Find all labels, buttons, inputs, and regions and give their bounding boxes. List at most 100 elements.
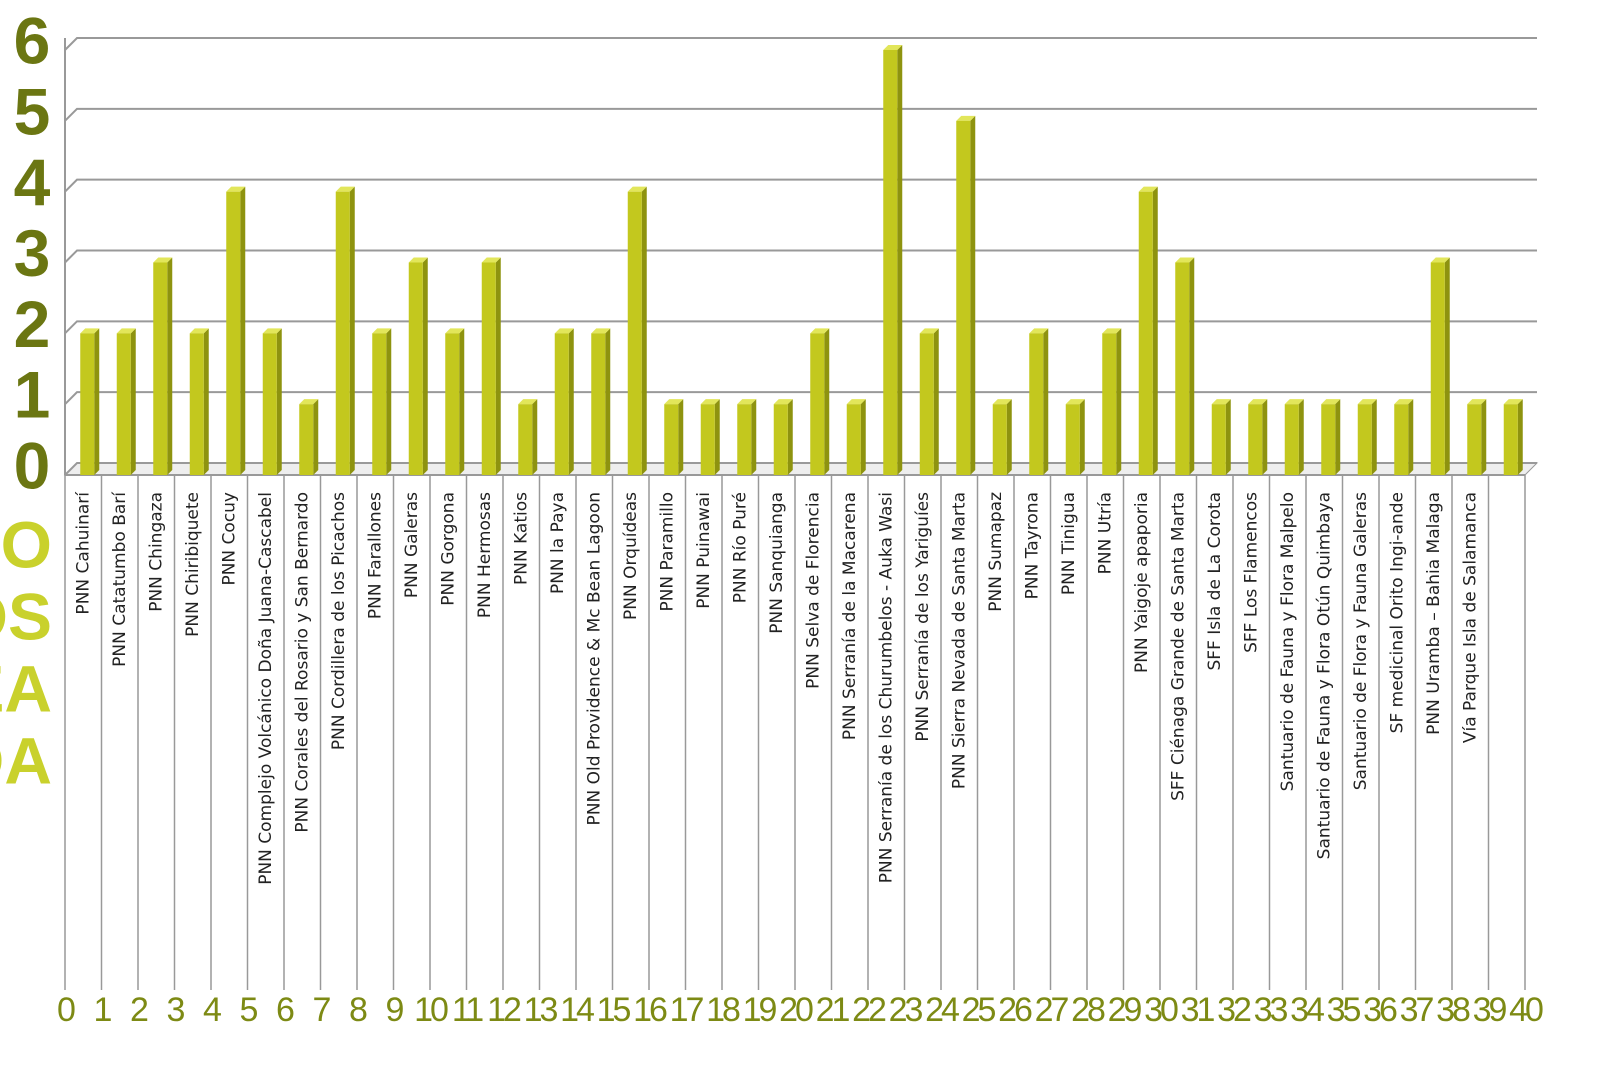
x-category-label: PNN Utría — [1095, 492, 1115, 574]
bar-side — [1481, 399, 1487, 475]
x-tick-label: 17 — [670, 991, 704, 1029]
x-tick-label: 23 — [889, 991, 923, 1029]
bar — [627, 191, 642, 475]
x-category-label: PNN Sierra Nevada de Santa Marta — [949, 492, 969, 789]
bar-top — [554, 328, 574, 334]
bar-side — [1006, 399, 1012, 475]
bar-side — [1408, 399, 1414, 475]
bar-top — [1503, 399, 1523, 405]
bar-side — [94, 328, 100, 475]
grid-line — [64, 37, 1537, 51]
bar-side — [824, 328, 830, 475]
bar — [226, 191, 241, 475]
x-category-label: PNN Galeras — [402, 492, 422, 598]
bar-top — [116, 328, 136, 334]
bar-top — [1102, 328, 1122, 334]
bar-side — [787, 399, 793, 475]
x-category-label: PNN Complejo Volcánico Doña Juana-Cascab… — [256, 492, 276, 885]
bar-top — [956, 115, 976, 121]
bar-top — [335, 186, 355, 192]
x-category-label: PNN Uramba – Bahia Malaga — [1424, 492, 1444, 735]
bar — [1357, 404, 1372, 475]
bar-side — [532, 399, 538, 475]
grid-line — [64, 107, 1537, 122]
bar-top — [1211, 399, 1231, 405]
bar-top — [737, 399, 757, 405]
x-tick-label: 1 — [94, 991, 112, 1029]
x-category-label: PNN la Paya — [548, 492, 568, 594]
bar — [1467, 404, 1482, 475]
bar-side — [1517, 399, 1523, 475]
x-category-label: PNN Serranía de la Macarena — [840, 492, 860, 740]
x-category-label: PNN Katios — [511, 492, 531, 585]
x-category-label: SFF Los Flamencos — [1241, 492, 1261, 653]
x-tick-label: 0 — [57, 991, 75, 1029]
bar-top — [1357, 399, 1377, 405]
x-tick-label: 14 — [560, 991, 594, 1029]
bar-top — [372, 328, 392, 334]
y-tick-label: 4 — [14, 145, 51, 219]
bar-top — [773, 399, 793, 405]
y-tick-label: 2 — [14, 287, 51, 361]
x-tick-label: 22 — [852, 991, 886, 1029]
bar-top — [262, 328, 282, 334]
side-text: RO — [0, 507, 52, 581]
bar-side — [678, 399, 684, 475]
bar-top — [1175, 257, 1195, 263]
x-tick-label: 5 — [240, 991, 258, 1029]
bar-top — [627, 186, 647, 192]
x-tick-label: 34 — [1290, 991, 1324, 1029]
bar — [737, 404, 752, 475]
x-tick-label: 38 — [1436, 991, 1470, 1029]
bar-side — [1225, 399, 1231, 475]
x-category-label: PNN Serranía de los Churumbelos - Auka W… — [876, 492, 896, 883]
bar-top — [591, 328, 611, 334]
x-tick-label: 11 — [452, 991, 483, 1029]
x-tick-label: 33 — [1254, 991, 1288, 1029]
bar — [1029, 333, 1044, 475]
x-tick-label: 7 — [313, 991, 331, 1029]
bar — [1430, 262, 1445, 475]
x-tick-label: 30 — [1144, 991, 1178, 1029]
x-category-label: PNN Selva de Florencia — [803, 492, 823, 689]
bar — [1065, 404, 1080, 475]
x-category-label: Vía Parque Isla de Salamanca — [1460, 492, 1480, 743]
bar — [1321, 404, 1336, 475]
x-tick-label: 35 — [1327, 991, 1361, 1029]
side-text: OS — [0, 579, 52, 653]
bar-side — [495, 257, 501, 475]
bar — [1102, 333, 1117, 475]
x-category-label: PNN Hermosas — [475, 492, 495, 618]
bar-top — [1065, 399, 1085, 405]
bar-side — [568, 328, 574, 475]
x-tick-label: 32 — [1217, 991, 1251, 1029]
bar-side — [313, 399, 319, 475]
x-tick-label: 18 — [706, 991, 740, 1029]
y-tick-label: 0 — [14, 428, 51, 502]
x-category-label: PNN Catatumbo Barí — [110, 491, 130, 667]
x-tick-label: 27 — [1035, 991, 1069, 1029]
bar — [1394, 404, 1409, 475]
bar — [956, 120, 971, 475]
x-tick-label: 6 — [276, 991, 294, 1029]
x-tick-label: 13 — [524, 991, 558, 1029]
x-category-label: PNN Tinigua — [1059, 492, 1079, 595]
bar-side — [714, 399, 720, 475]
x-tick-label: 12 — [487, 991, 521, 1029]
x-tick-label: 24 — [925, 991, 959, 1029]
x-category-label: PNN Farallones — [365, 492, 385, 619]
bar-side — [276, 328, 282, 475]
x-category-label: PNN Paramillo — [657, 492, 677, 612]
x-tick-label: 10 — [414, 991, 448, 1029]
x-tick-label: 25 — [962, 991, 996, 1029]
bar — [1503, 404, 1518, 475]
bar-top — [1284, 399, 1304, 405]
bar-side — [751, 399, 757, 475]
bar-side — [240, 186, 246, 475]
bar-top — [1321, 399, 1341, 405]
bar — [700, 404, 715, 475]
x-category-label: PNN Sanquianga — [767, 492, 787, 634]
bar-top — [1029, 328, 1049, 334]
bar — [1248, 404, 1263, 475]
x-tick-label: 28 — [1071, 991, 1105, 1029]
